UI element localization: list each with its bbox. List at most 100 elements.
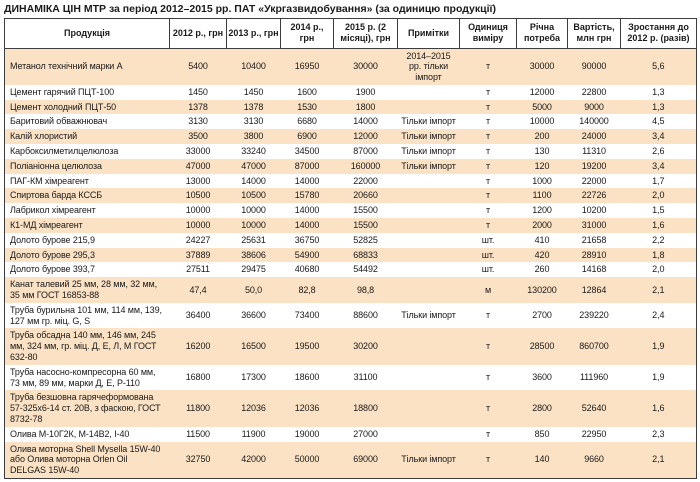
- column-header-unit: Одиниця виміру: [459, 18, 517, 49]
- cost-cell: 52640: [581, 403, 607, 414]
- title-rest: за період 2012–2015 рр. ПАТ «Укргазвидоб…: [106, 3, 496, 15]
- price-2013-cell: 3130: [243, 116, 264, 127]
- price-2013-cell: 12036: [241, 403, 266, 414]
- table-row: Олива моторна Shell Mysella 15W-40 або О…: [4, 441, 697, 479]
- table-body: Метанол технічний марки А 5400 10400 16950 3…: [4, 48, 697, 479]
- price-2015-cell: 12000: [353, 131, 378, 142]
- note-cell: [398, 277, 460, 303]
- table-row: Долото бурове 215,9 24227 25631 36750 52825 ш…: [4, 232, 697, 248]
- cost-cell: 140000: [579, 116, 609, 127]
- product-name-cell: К1-МД хімреагент: [10, 220, 83, 231]
- price-2014-cell: 82,8: [298, 284, 316, 295]
- note-cell: [398, 390, 460, 426]
- price-2012-cell: 37889: [185, 249, 211, 260]
- growth-cell: 2,3: [652, 428, 665, 439]
- price-2012-cell: 3500: [188, 131, 208, 142]
- growth-cell: 2,1: [652, 284, 665, 295]
- cost-cell: 22950: [581, 428, 607, 439]
- price-2015-cell: 69000: [353, 454, 378, 465]
- growth-cell: 1,9: [652, 341, 665, 352]
- unit-cell: шт.: [481, 249, 495, 260]
- price-2014-cell: 14000: [294, 220, 320, 231]
- price-2013-cell: 38606: [241, 249, 266, 260]
- cost-cell: 111960: [579, 372, 609, 383]
- column-header-annual-need: Річна потреба: [516, 18, 568, 49]
- table-row: К1-МД хімреагент 10000 10000 14000 15500 т 200…: [4, 218, 697, 233]
- growth-cell: 1,5: [652, 205, 665, 216]
- price-2014-cell: 54900: [294, 249, 320, 260]
- column-header-price-2012: 2012 р., грн: [169, 18, 227, 49]
- unit-cell: т: [485, 101, 491, 112]
- annual-need-cell: 5000: [532, 101, 552, 112]
- note-cell: [398, 100, 460, 115]
- growth-cell: 2,0: [652, 264, 665, 275]
- note-cell: Тільки імпорт: [401, 160, 456, 171]
- price-2012-cell: 27511: [186, 264, 210, 275]
- price-2012-cell: 32750: [185, 454, 211, 465]
- growth-cell: 1,9: [652, 372, 665, 383]
- note-cell: [398, 427, 460, 442]
- unit-cell: т: [485, 220, 491, 231]
- price-2012-cell: 47000: [185, 160, 211, 171]
- table-row: Долото бурове 393,7 27511 29475 40680 54492 ш…: [4, 262, 697, 278]
- cost-cell: 24000: [581, 131, 607, 142]
- price-2012-cell: 47,4: [189, 284, 207, 295]
- growth-cell: 1,6: [652, 403, 665, 414]
- price-2013-cell: 1378: [243, 101, 264, 112]
- unit-cell: т: [485, 428, 491, 439]
- unit-cell: т: [485, 403, 491, 414]
- note-cell: [398, 328, 460, 364]
- unit-cell: т: [485, 341, 491, 352]
- growth-cell: 2,2: [652, 234, 665, 245]
- growth-cell: 2,6: [652, 146, 665, 157]
- cost-cell: 14168: [581, 264, 607, 275]
- cost-cell: 28910: [581, 249, 607, 260]
- table-row: Метанол технічний марки А 5400 10400 16950 3…: [4, 48, 697, 85]
- price-2012-cell: 10500: [185, 190, 211, 201]
- price-2015-cell: 52825: [353, 234, 378, 245]
- unit-cell: т: [485, 310, 491, 321]
- table-row: Труба безшовна гарячеформована 57-325х6-…: [4, 390, 697, 427]
- growth-cell: 1,3: [652, 86, 665, 97]
- price-2013-cell: 1450: [243, 86, 264, 97]
- unit-cell: т: [485, 116, 491, 127]
- product-name-cell: Долото бурове 215,9: [10, 234, 95, 245]
- cost-cell: 22726: [581, 190, 607, 201]
- price-2015-cell: 88600: [353, 310, 378, 321]
- table-row: Долото бурове 295,3 37889 38606 54900 68833 ш…: [4, 247, 697, 263]
- price-2015-cell: 15500: [353, 220, 378, 231]
- growth-cell: 3,4: [652, 160, 665, 171]
- unit-cell: т: [485, 372, 491, 383]
- column-header-growth: Зростання до 2012 р. (разів): [620, 18, 697, 49]
- price-2014-cell: 50000: [294, 454, 320, 465]
- price-2014-cell: 14000: [294, 205, 320, 216]
- product-name-cell: Лабрикол хімреагент: [10, 205, 96, 216]
- cost-cell: 31000: [581, 220, 607, 231]
- price-2013-cell: 16500: [241, 341, 266, 352]
- price-2012-cell: 33000: [185, 146, 211, 157]
- note-cell: 2014–2015 рр. тільки імпорт: [406, 50, 451, 83]
- product-name-cell: Олива моторна Shell Mysella 15W-40 або О…: [10, 443, 161, 476]
- product-name-cell: Цемент гарячий ПЦТ-100: [10, 86, 114, 97]
- price-2013-cell: 17300: [241, 372, 266, 383]
- column-header-price-2014: 2014 р., грн: [280, 18, 334, 49]
- price-2014-cell: 19000: [294, 428, 320, 439]
- annual-need-cell: 2700: [532, 310, 552, 321]
- cost-cell: 90000: [581, 61, 607, 72]
- annual-need-cell: 28500: [529, 341, 555, 352]
- price-2013-cell: 36600: [241, 310, 266, 321]
- table-row: Калій хлористий 3500 3800 6900 12000 Тільки і…: [4, 129, 697, 145]
- annual-need-cell: 130200: [527, 284, 557, 295]
- note-cell: Тільки імпорт: [401, 146, 456, 157]
- price-2015-cell: 160000: [350, 160, 381, 171]
- price-2014-cell: 6680: [297, 116, 317, 127]
- annual-need-cell: 420: [534, 249, 550, 260]
- note-cell: Тільки імпорт: [401, 310, 456, 321]
- price-2015-cell: 18800: [353, 403, 378, 414]
- price-2012-cell: 36400: [185, 310, 211, 321]
- price-2015-cell: 20660: [353, 190, 378, 201]
- price-2014-cell: 1600: [297, 86, 317, 97]
- price-2014-cell: 14000: [294, 175, 320, 186]
- product-name-cell: Олива М-10Г2К, М-14В2, І-40: [10, 428, 130, 439]
